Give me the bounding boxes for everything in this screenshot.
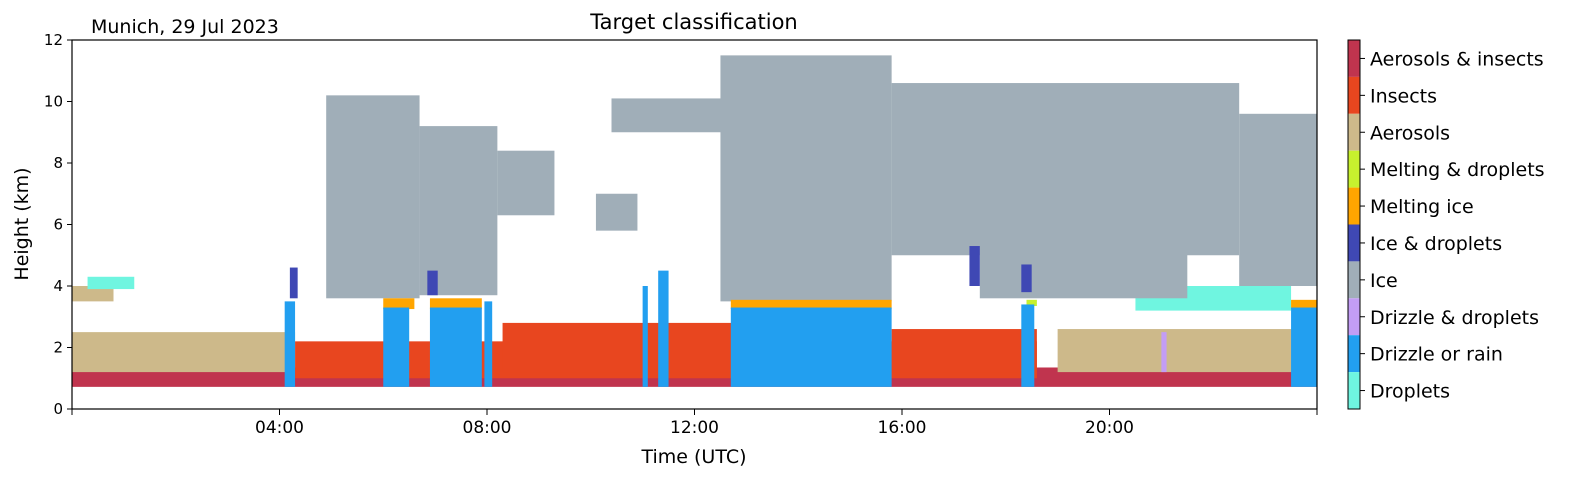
legend-label: Droplets (1370, 381, 1450, 403)
y-tick-label: 8 (53, 154, 63, 172)
y-axis-ticks: 0 2 4 6 8 10 12 (44, 31, 72, 418)
region-drizzle-or-rain-32 (658, 270, 669, 387)
region-ice-12 (595, 193, 638, 231)
legend-swatch (1348, 40, 1360, 77)
y-tick-label: 6 (53, 216, 63, 234)
colorbar-frame (1347, 39, 1361, 410)
region-aerosols-2 (1057, 329, 1317, 373)
region-ice-droplets-18 (289, 267, 298, 299)
location-date-label: Munich, 29 Jul 2023 (91, 16, 279, 38)
region-drizzle-or-rain-30 (484, 301, 493, 387)
region-ice-10 (419, 126, 498, 296)
classification-field (72, 55, 1317, 387)
region-drizzle-or-rain-35 (1291, 307, 1317, 387)
region-ice-17 (1239, 113, 1317, 286)
region-melting-ice-24 (730, 299, 892, 310)
region-drizzle-or-rain-28 (383, 307, 410, 387)
legend-swatch (1348, 335, 1360, 373)
region-drizzle-or-rain-31 (642, 286, 648, 387)
region-ice-16 (979, 224, 1188, 299)
legend-label: Ice (1370, 270, 1398, 292)
y-tick-label: 2 (53, 339, 63, 357)
legend-swatch (1348, 113, 1360, 151)
region-ice-droplets-20 (969, 246, 980, 286)
region-ice-13 (611, 98, 726, 133)
legend-swatch (1348, 298, 1360, 336)
legend-swatch (1348, 224, 1360, 262)
region-aerosols-1 (72, 332, 296, 373)
region-melting-ice-22 (383, 298, 415, 310)
region-ice-droplets-21 (1021, 264, 1032, 293)
region-ice-11 (497, 150, 555, 216)
y-tick-label: 10 (44, 93, 63, 111)
region-drizzle-or-rain-34 (1021, 304, 1035, 387)
x-tick-label: 20:00 (1085, 418, 1134, 438)
region-insects-6 (891, 329, 1037, 373)
legend-label: Aerosols & insects (1370, 48, 1544, 70)
legend-label: Drizzle & droplets (1370, 307, 1539, 329)
legend-label: Melting ice (1370, 196, 1474, 218)
legend-swatch (1348, 372, 1360, 409)
legend-swatch (1348, 76, 1360, 114)
region-drizzle-or-rain-27 (284, 301, 296, 387)
region-aerosols-3 (72, 286, 114, 302)
legend-label: Aerosols (1370, 122, 1450, 144)
x-tick-label: 08:00 (463, 418, 512, 438)
region-droplets-7 (87, 276, 135, 290)
y-tick-label: 12 (44, 31, 63, 49)
legend-swatch (1348, 261, 1360, 299)
region-drizzle-or-rain-33 (730, 307, 892, 387)
x-tick-label: 04:00 (255, 418, 304, 438)
y-tick-label: 0 (53, 400, 63, 418)
x-axis-label: Time (UTC) (640, 446, 746, 468)
legend-swatch (1348, 150, 1360, 188)
legend-label: Ice & droplets (1370, 233, 1502, 255)
legend-swatch (1348, 187, 1360, 225)
legend-label: Insects (1370, 85, 1437, 107)
x-tick-label: 16:00 (878, 418, 927, 438)
region-ice-14 (720, 55, 892, 302)
region-melting-droplets-26 (1026, 299, 1037, 306)
region-melting-ice-25 (1291, 299, 1317, 310)
region-drizzle-or-rain-29 (429, 307, 482, 387)
region-drizzle-droplets-36 (1161, 332, 1167, 373)
region-melting-ice-23 (429, 298, 482, 310)
y-axis-label: Height (km) (11, 167, 33, 280)
x-tick-label: 12:00 (670, 418, 719, 438)
class-colorbar: Aerosols & insects Insects Aerosols Melting… (1348, 40, 1545, 409)
region-ice-9 (326, 95, 420, 299)
legend-label: Melting & droplets (1370, 159, 1545, 181)
x-axis-ticks: 04:00 08:00 12:00 16:00 20:00 (71, 409, 1318, 438)
chart-title: Target classification (589, 10, 797, 34)
y-tick-label: 4 (53, 277, 63, 295)
region-ice-droplets-19 (427, 270, 438, 296)
region-insects-5 (502, 322, 736, 373)
legend-label: Drizzle or rain (1370, 344, 1503, 366)
